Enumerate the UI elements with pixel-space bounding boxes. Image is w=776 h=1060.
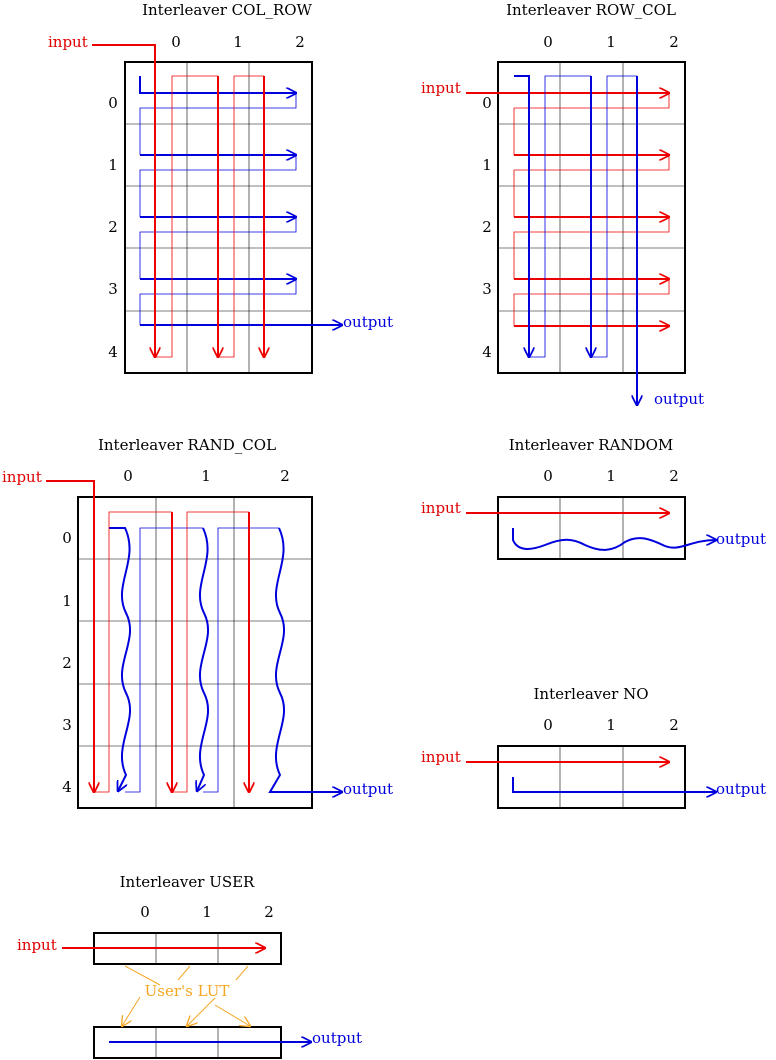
rand-col-input-label: input xyxy=(2,468,42,486)
col-row-col-0: 0 xyxy=(171,33,181,51)
user-lut-arrows xyxy=(122,965,250,1026)
row-col-input-label: input xyxy=(421,79,461,97)
user-col-0: 0 xyxy=(140,903,150,921)
random-output-label: output xyxy=(716,530,766,548)
rand-col-row-2: 2 xyxy=(62,654,72,672)
no-col-2: 2 xyxy=(669,716,679,734)
random-input-label: input xyxy=(421,499,461,517)
rand-col-row-4: 4 xyxy=(62,778,72,796)
row-col-row-1: 1 xyxy=(482,156,492,174)
col-row-col-1: 1 xyxy=(233,33,243,51)
random-col-0: 0 xyxy=(543,467,553,485)
row-col-output-label: output xyxy=(654,390,704,408)
row-col-row-4: 4 xyxy=(482,343,492,361)
col-row-col-2: 2 xyxy=(295,33,305,51)
col-row-row-0: 0 xyxy=(108,94,118,112)
interleaver-user: Interleaver USER 0 1 2 User's LUT input … xyxy=(17,873,362,1059)
random-output-arrow xyxy=(512,528,716,551)
row-col-input-path xyxy=(466,93,669,326)
rand-col-input-path xyxy=(46,480,249,792)
row-col-title: Interleaver ROW_COL xyxy=(506,1,676,19)
rand-col-output-path xyxy=(109,527,342,792)
col-row-row-3: 3 xyxy=(108,280,118,298)
col-row-row-4: 4 xyxy=(108,343,118,361)
row-col-col-2: 2 xyxy=(669,33,679,51)
interleaver-random: Interleaver RANDOM 0 1 2 input output xyxy=(421,436,766,560)
rand-col-col-0: 0 xyxy=(123,467,133,485)
row-col-col-0: 0 xyxy=(543,33,553,51)
user-input-label: input xyxy=(17,936,57,954)
user-title: Interleaver USER xyxy=(120,873,255,891)
row-col-row-0: 0 xyxy=(482,94,492,112)
random-grid xyxy=(497,496,686,560)
rand-col-title: Interleaver RAND_COL xyxy=(98,436,276,454)
rand-col-row-0: 0 xyxy=(62,529,72,547)
rand-col-col-1: 1 xyxy=(201,467,211,485)
user-col-2: 2 xyxy=(264,903,274,921)
interleaver-rand-col: Interleaver RAND_COL 0 1 2 0 1 2 3 4 xyxy=(2,436,393,809)
random-col-1: 1 xyxy=(606,467,616,485)
random-title: Interleaver RANDOM xyxy=(509,436,674,454)
no-output-arrow xyxy=(512,777,716,792)
no-grid xyxy=(497,745,686,809)
no-input-label: input xyxy=(421,748,461,766)
col-row-row-1: 1 xyxy=(108,156,118,174)
rand-col-grid xyxy=(77,496,313,809)
random-col-2: 2 xyxy=(669,467,679,485)
row-col-output-path xyxy=(514,75,637,405)
no-output-label: output xyxy=(716,780,766,798)
no-col-0: 0 xyxy=(543,716,553,734)
row-col-row-2: 2 xyxy=(482,218,492,236)
col-row-row-2: 2 xyxy=(108,218,118,236)
rand-col-row-1: 1 xyxy=(62,592,72,610)
user-lut-label: User's LUT xyxy=(145,982,230,1000)
interleaver-no: Interleaver NO 0 1 2 input output xyxy=(421,685,766,809)
interleaver-row-col: Interleaver ROW_COL 0 1 2 0 1 2 3 4 xyxy=(421,1,704,408)
no-col-1: 1 xyxy=(606,716,616,734)
row-col-row-3: 3 xyxy=(482,280,492,298)
col-row-input-label: input xyxy=(48,33,88,51)
col-row-input-path xyxy=(92,44,264,357)
interleaver-col-row: Interleaver COL_ROW 0 1 2 0 1 2 3 4 xyxy=(48,1,393,374)
user-col-1: 1 xyxy=(202,903,212,921)
rand-col-col-2: 2 xyxy=(280,467,290,485)
rand-col-output-label: output xyxy=(343,780,393,798)
col-row-output-label: output xyxy=(343,313,393,331)
rand-col-row-3: 3 xyxy=(62,716,72,734)
row-col-col-1: 1 xyxy=(606,33,616,51)
no-title: Interleaver NO xyxy=(534,685,649,703)
user-output-label: output xyxy=(312,1029,362,1047)
col-row-title: Interleaver COL_ROW xyxy=(142,1,312,19)
